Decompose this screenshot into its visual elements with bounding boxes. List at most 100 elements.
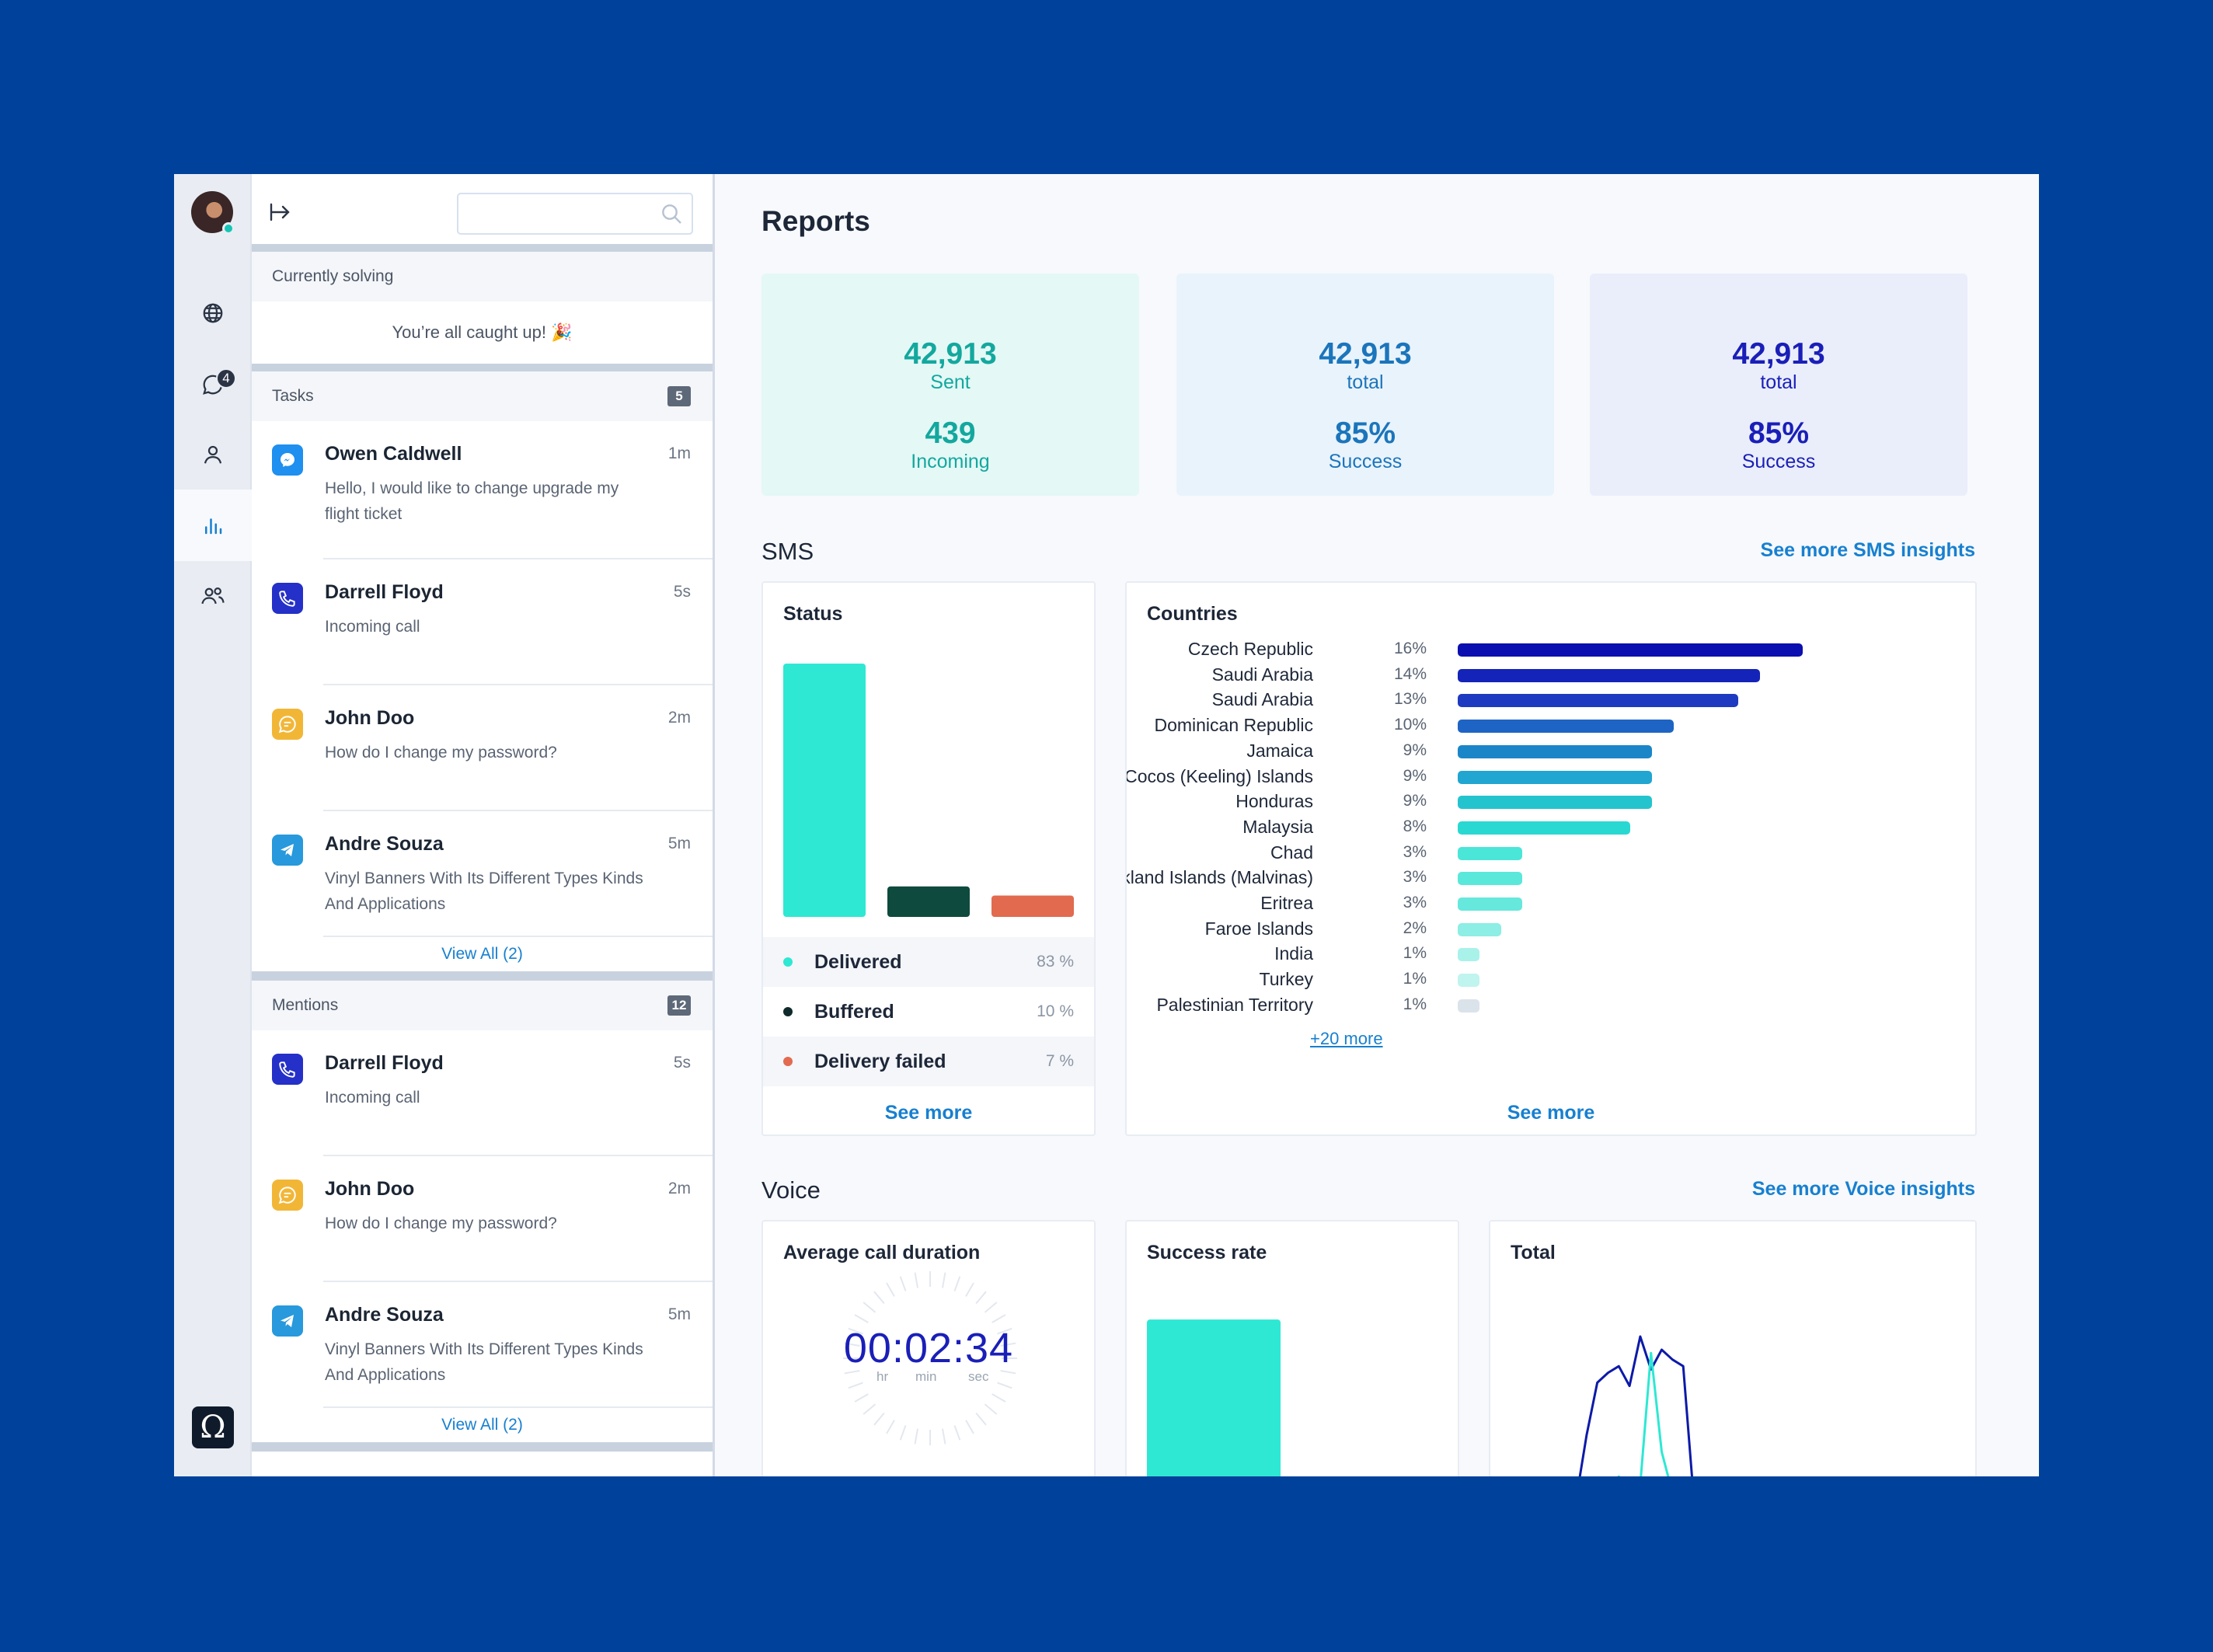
search-icon[interactable]: [659, 201, 684, 226]
voice-insights-link[interactable]: See more Voice insights: [1751, 1178, 1975, 1200]
bar-chart-icon: [205, 518, 222, 535]
country-bar[interactable]: [1458, 948, 1479, 962]
user-avatar[interactable]: [191, 191, 235, 235]
nav-chats[interactable]: 4: [174, 351, 252, 418]
message-time: 1m: [667, 444, 691, 462]
mentions-header[interactable]: Mentions 12: [252, 981, 713, 1030]
conversation-item[interactable]: John Doo 2m How do I change my password?: [252, 685, 713, 811]
country-row[interactable]: Dominican Republic 10%: [1127, 713, 1904, 739]
search-box[interactable]: [457, 193, 693, 235]
status-bar-delivered[interactable]: [783, 664, 866, 917]
country-row[interactable]: Turkey 1%: [1127, 967, 1904, 993]
call-duration-card: Average call duration 00:02:34 hr min se…: [761, 1220, 1096, 1476]
country-bar[interactable]: [1458, 694, 1738, 708]
conversation-item[interactable]: Andre Souza 5m Vinyl Banners With Its Diff…: [252, 1282, 713, 1408]
sms-insights-link[interactable]: See more SMS insights: [1760, 539, 1975, 561]
contact-name: Andre Souza: [325, 1304, 444, 1326]
country-bar[interactable]: [1458, 872, 1523, 886]
country-row[interactable]: Palestinian Territory 1%: [1127, 993, 1904, 1019]
item-divider: [323, 684, 713, 685]
country-bar[interactable]: [1458, 922, 1501, 936]
stat-value-1: 42,913: [904, 337, 997, 371]
dial-tick: [886, 1282, 895, 1297]
country-bar[interactable]: [1458, 999, 1479, 1012]
country-row[interactable]: Jamaica 9%: [1127, 739, 1904, 765]
country-name: Dominican Republic: [1154, 715, 1313, 736]
country-row[interactable]: Cocos (Keeling) Islands 9%: [1127, 765, 1904, 790]
stat-card-total: 42,913 total 85% Success: [1176, 274, 1554, 496]
dial-tick: [941, 1428, 946, 1445]
country-row[interactable]: Saudi Arabia 13%: [1127, 688, 1904, 713]
item-divider: [323, 1155, 713, 1156]
country-bar[interactable]: [1458, 720, 1674, 734]
more-countries-link[interactable]: +20 more: [1310, 1029, 1383, 1048]
country-name: Cocos (Keeling) Islands: [1125, 765, 1313, 786]
dial-tick: [914, 1428, 919, 1445]
stat-label-2: Success: [1328, 451, 1403, 472]
dial-tick: [854, 1393, 869, 1403]
legend-pct: 83 %: [1037, 953, 1074, 971]
tasks-header[interactable]: Tasks 5: [252, 371, 713, 421]
country-bar[interactable]: [1458, 796, 1652, 810]
country-bar[interactable]: [1458, 974, 1479, 988]
legend-name: Buffered: [814, 1000, 894, 1023]
country-row[interactable]: Honduras 9%: [1127, 789, 1904, 815]
team-icon: [201, 587, 225, 605]
omega-logo[interactable]: Ω: [192, 1406, 234, 1448]
legend-buffered[interactable]: Buffered 10 %: [763, 987, 1094, 1037]
country-row[interactable]: Falkland Islands (Malvinas) 3%: [1127, 866, 1904, 891]
conversation-item[interactable]: Owen Caldwell 1m Hello, I would like to ch…: [252, 421, 713, 559]
search-input[interactable]: [466, 194, 653, 233]
dial-tick: [886, 1420, 895, 1434]
conversation-item[interactable]: Darrell Floyd 5s Incoming call: [252, 559, 713, 685]
country-row[interactable]: Eritrea 3%: [1127, 891, 1904, 917]
conversation-item[interactable]: Darrell Floyd 5s Incoming call: [252, 1030, 713, 1156]
status-see-more-link[interactable]: See more: [884, 1102, 973, 1124]
tasks-view-all-link[interactable]: View All (2): [252, 937, 713, 981]
success-bar[interactable]: [1147, 1319, 1281, 1476]
telegram-icon: [272, 835, 303, 866]
country-bar[interactable]: [1458, 770, 1652, 784]
nav-globe[interactable]: [174, 280, 252, 347]
country-bar[interactable]: [1458, 897, 1523, 911]
message-time: 5m: [667, 1305, 691, 1323]
country-row[interactable]: Saudi Arabia 14%: [1127, 663, 1904, 688]
conversation-item[interactable]: John Doo 2m How do I change my password?: [252, 1156, 713, 1282]
country-row[interactable]: India 1%: [1127, 942, 1904, 967]
reports-main: Reports 42,913 Sent 439 Incoming 42,913 …: [715, 174, 2039, 1476]
conversation-item[interactable]: Andre Souza 5m Vinyl Banners With Its Diff…: [252, 811, 713, 937]
countries-see-more-link[interactable]: See more: [1507, 1102, 1595, 1124]
country-bar[interactable]: [1458, 643, 1803, 657]
chat-icon: [272, 1180, 303, 1211]
country-name: Malaysia: [1242, 816, 1313, 837]
country-row[interactable]: Faroe Islands 2%: [1127, 917, 1904, 943]
chat-count-badge: 4: [216, 368, 236, 389]
status-card-title: Status: [783, 603, 843, 625]
country-name: Jamaica: [1246, 740, 1313, 761]
country-row[interactable]: Malaysia 8%: [1127, 815, 1904, 841]
country-pct: 16%: [1393, 640, 1427, 657]
country-bar[interactable]: [1458, 846, 1523, 860]
country-bar[interactable]: [1458, 668, 1760, 682]
country-bar[interactable]: [1458, 821, 1630, 835]
nav-reports[interactable]: [174, 490, 252, 561]
country-row[interactable]: Czech Republic 16%: [1127, 637, 1904, 663]
nav-contacts[interactable]: [174, 421, 252, 488]
legend-delivery-failed[interactable]: Delivery failed 7 %: [763, 1037, 1094, 1086]
country-row[interactable]: Chad 3%: [1127, 841, 1904, 866]
message-time: 2m: [667, 709, 691, 727]
dial-tick: [863, 1403, 876, 1415]
message-preview: Vinyl Banners With Its Different Types K…: [325, 870, 643, 913]
nav-team[interactable]: [174, 563, 252, 629]
mentions-view-all-link[interactable]: View All (2): [252, 1408, 713, 1452]
status-bar-delivery-failed[interactable]: [991, 895, 1074, 917]
mentions-label: Mentions: [272, 996, 339, 1014]
collapse-button[interactable]: [269, 202, 292, 226]
inbox-panel: Currently solving You’re all caught up! …: [252, 174, 715, 1476]
status-bar-buffered[interactable]: [887, 886, 970, 917]
country-bar[interactable]: [1458, 744, 1652, 758]
legend-name: Delivery failed: [814, 1050, 946, 1072]
sms-section-title: SMS: [761, 538, 814, 565]
legend-delivered[interactable]: Delivered 83 %: [763, 937, 1094, 987]
collapse-arrow-icon: [270, 203, 290, 221]
